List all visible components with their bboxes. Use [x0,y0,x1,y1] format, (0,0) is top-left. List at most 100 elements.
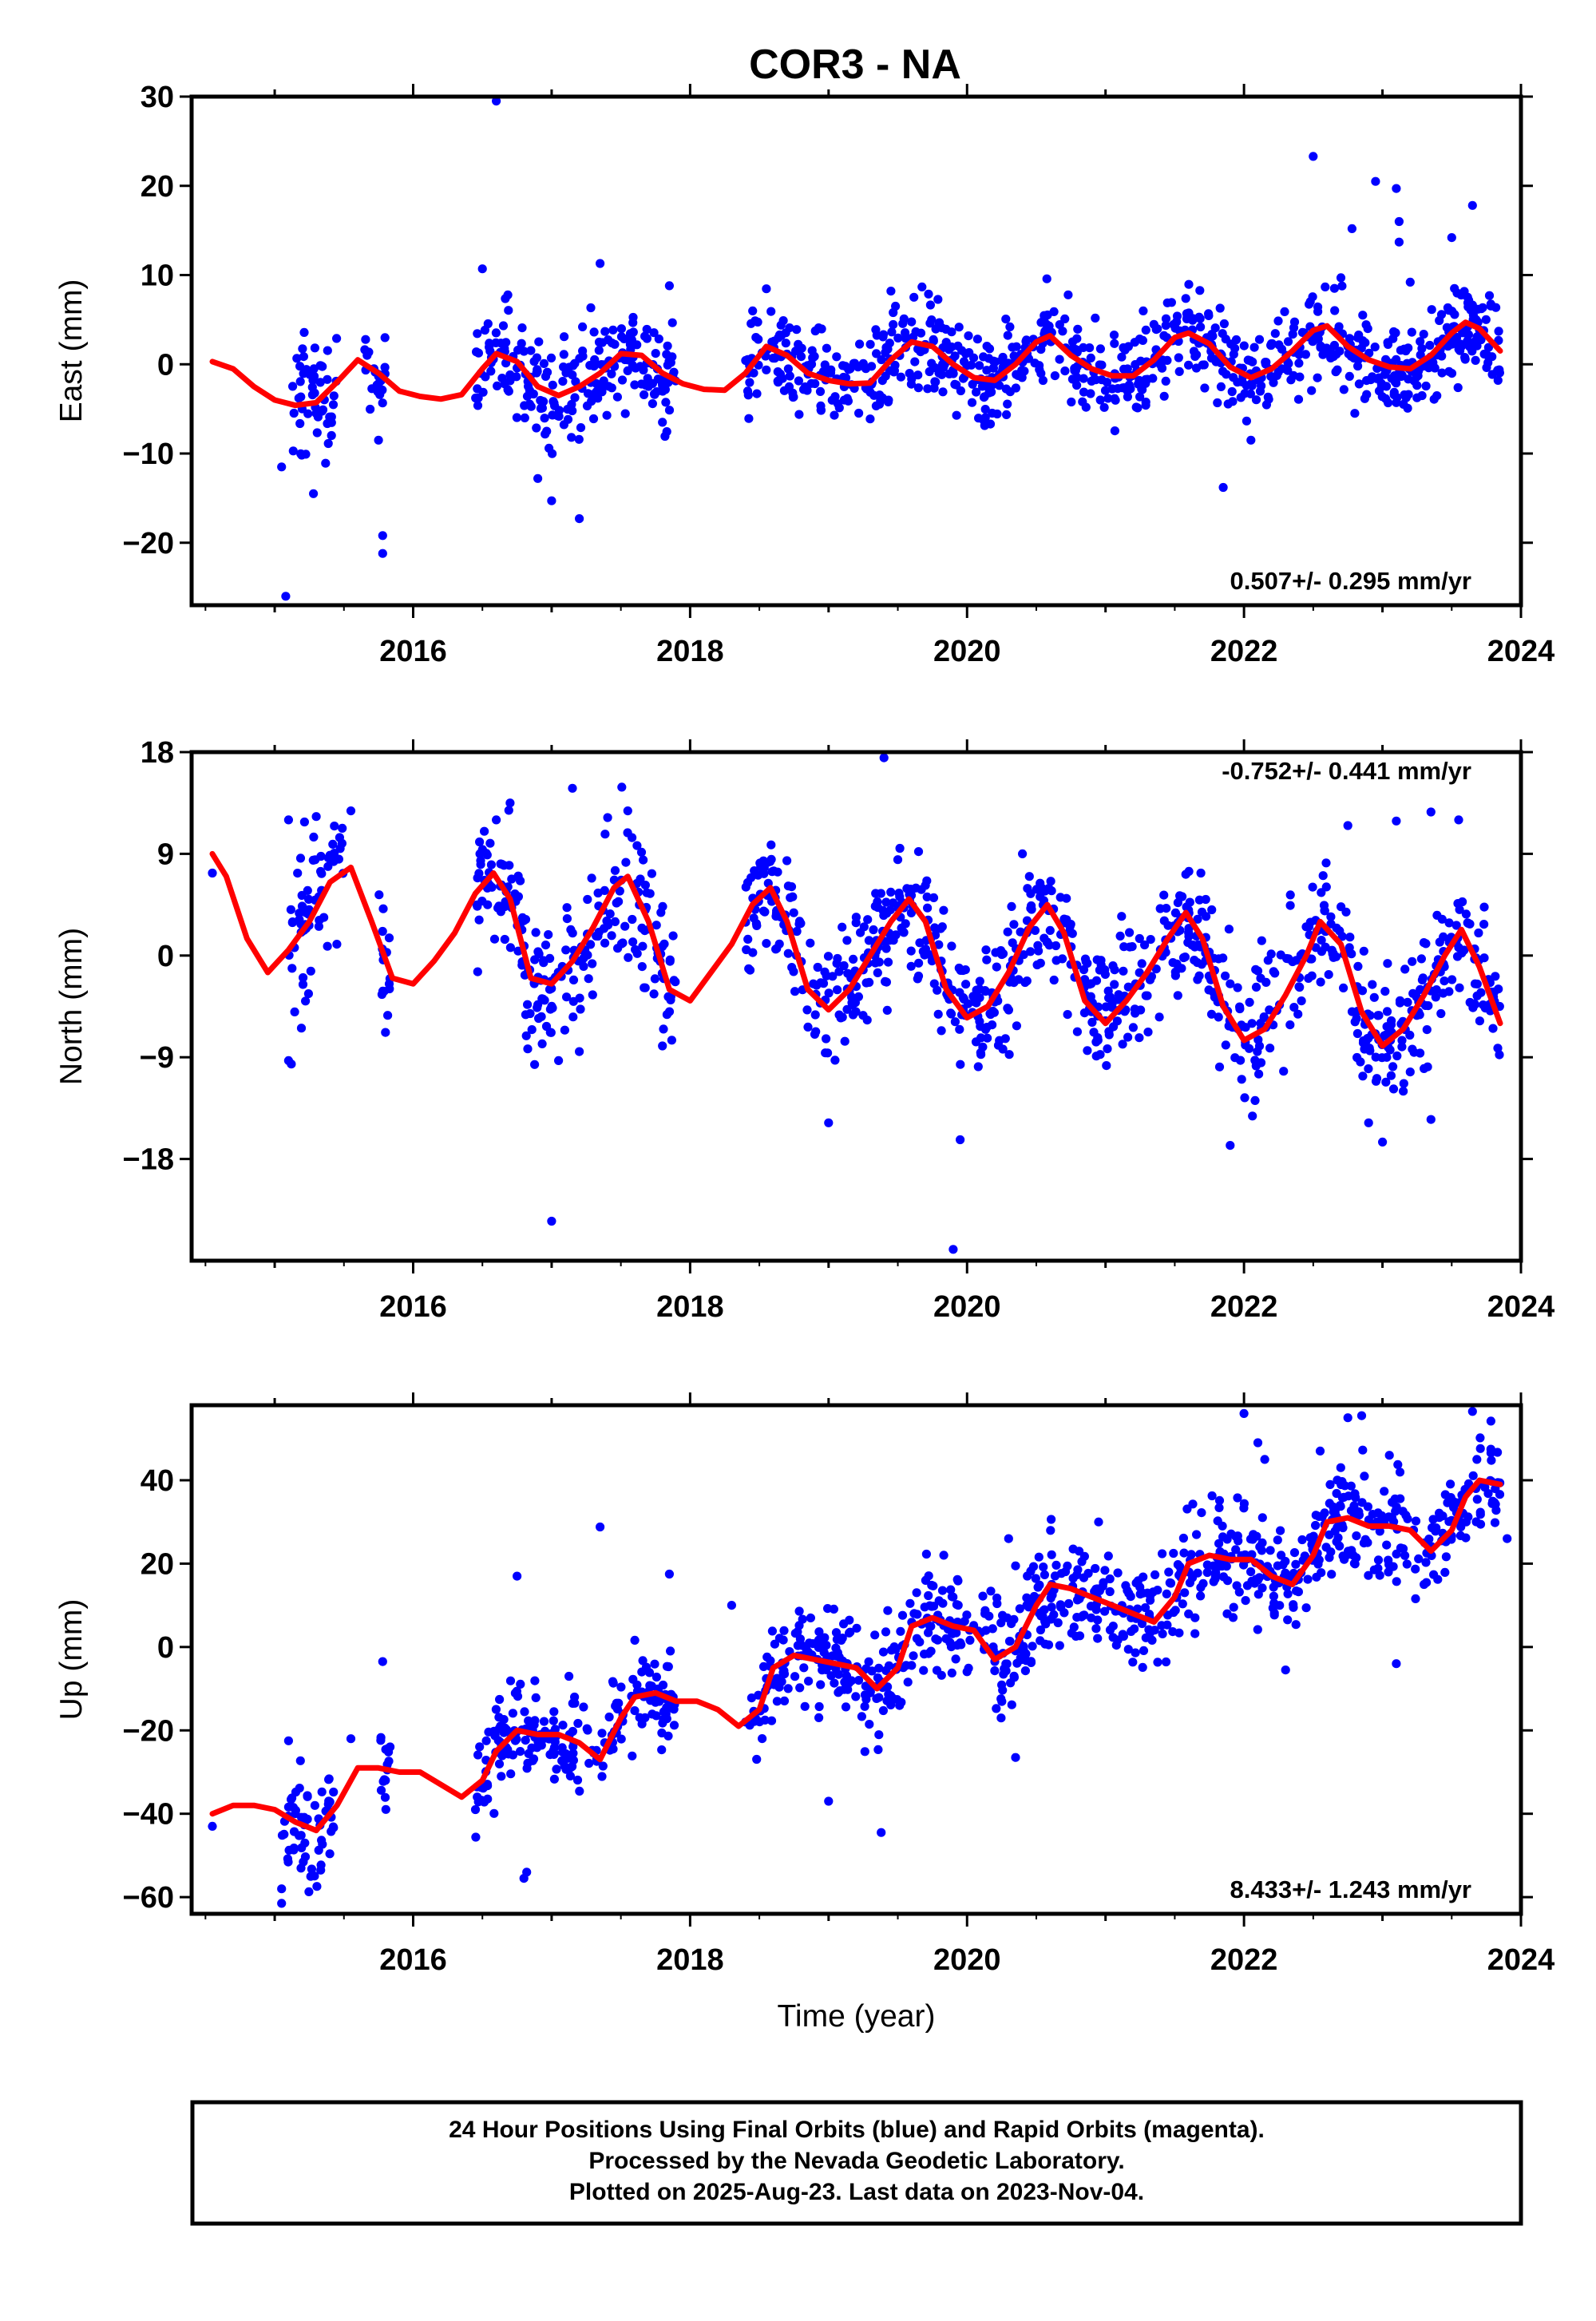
data-point [1051,1560,1061,1570]
data-point [881,897,891,907]
data-point [1063,290,1073,299]
data-point-outlier [1246,435,1256,445]
data-point [1118,1040,1127,1049]
data-point [1317,1511,1327,1522]
data-point [1439,988,1448,998]
data-point [913,974,922,984]
x-axis-title: Time (year) [778,1999,936,2034]
data-point [1321,858,1331,868]
data-point [1248,357,1257,366]
data-point [1247,1019,1257,1028]
data-point [1332,923,1341,933]
data-point [472,347,481,357]
data-point [1332,1488,1341,1499]
data-point [1380,1487,1389,1496]
data-point [513,871,523,881]
data-point [1383,959,1392,968]
data-point [485,838,495,848]
data-point [1035,1580,1044,1590]
data-point [1468,1471,1478,1480]
data-point [1329,283,1339,293]
data-point [910,357,920,366]
data-point [838,1634,847,1643]
data-point [873,897,882,906]
data-point [593,888,603,898]
y-tick-label: 20 [141,1547,174,1581]
data-point [575,1786,584,1796]
data-point [376,1785,386,1795]
data-point [773,367,782,377]
data-point [972,335,982,344]
data-point [1316,977,1325,987]
data-point [662,350,671,359]
data-point [1437,351,1447,361]
data-point [798,1614,807,1624]
data-point [1128,1023,1138,1032]
data-point [309,364,319,374]
data-point [899,928,909,937]
data-point [1402,1559,1412,1569]
data-point [1463,918,1472,928]
data-point [863,915,873,925]
data-point [906,946,916,956]
data-point [878,330,889,339]
data-point [1194,971,1204,980]
data-point [298,980,308,989]
data-point [1382,1052,1392,1062]
data-point [933,295,943,304]
data-point [1358,311,1368,320]
data-point [508,1709,518,1718]
data-point [1289,317,1300,327]
data-point [1222,1535,1232,1544]
data-point [1091,375,1101,385]
data-point [537,1741,546,1750]
data-point [800,1701,810,1711]
data-point [1178,953,1189,963]
data-point [1151,964,1161,974]
data-point [953,1576,963,1586]
data-point [1479,902,1489,912]
data-point [1218,1572,1229,1582]
data-point [549,1707,559,1717]
data-point [975,993,984,1003]
data-point [1475,1433,1485,1443]
data-point [1257,936,1266,945]
data-point [1303,1574,1313,1584]
data-point-outlier [1378,1137,1388,1147]
data-point [1403,403,1412,413]
data-point [1330,306,1340,315]
data-point [1331,952,1341,961]
data-point [297,450,307,460]
data-point [505,1676,516,1685]
data-point [867,362,877,371]
data-point [618,938,628,948]
data-point [1119,364,1129,374]
data-point [1043,310,1052,320]
data-point [1079,964,1089,975]
data-point [616,324,627,334]
data-point [533,365,542,374]
data-point [1175,891,1185,901]
data-point [306,966,315,976]
y-tick-label: −40 [123,1798,174,1832]
data-point-outlier [547,1216,556,1226]
data-point [1416,984,1425,994]
data-point-outlier [346,806,356,816]
data-point [323,861,333,871]
data-point [1251,964,1261,974]
data-point [664,1007,675,1016]
data-point [288,382,298,391]
data-point [1401,393,1411,402]
data-point [1206,1009,1217,1019]
data-point [640,881,651,890]
data-point [1283,1615,1293,1625]
data-point [779,1696,790,1705]
data-point [896,372,905,382]
data-point [901,919,910,929]
data-point [541,371,551,381]
data-point [1034,1552,1044,1562]
data-point [1327,1570,1337,1579]
data-point [821,1048,830,1058]
data-point [483,900,493,909]
data-point [1347,949,1356,959]
